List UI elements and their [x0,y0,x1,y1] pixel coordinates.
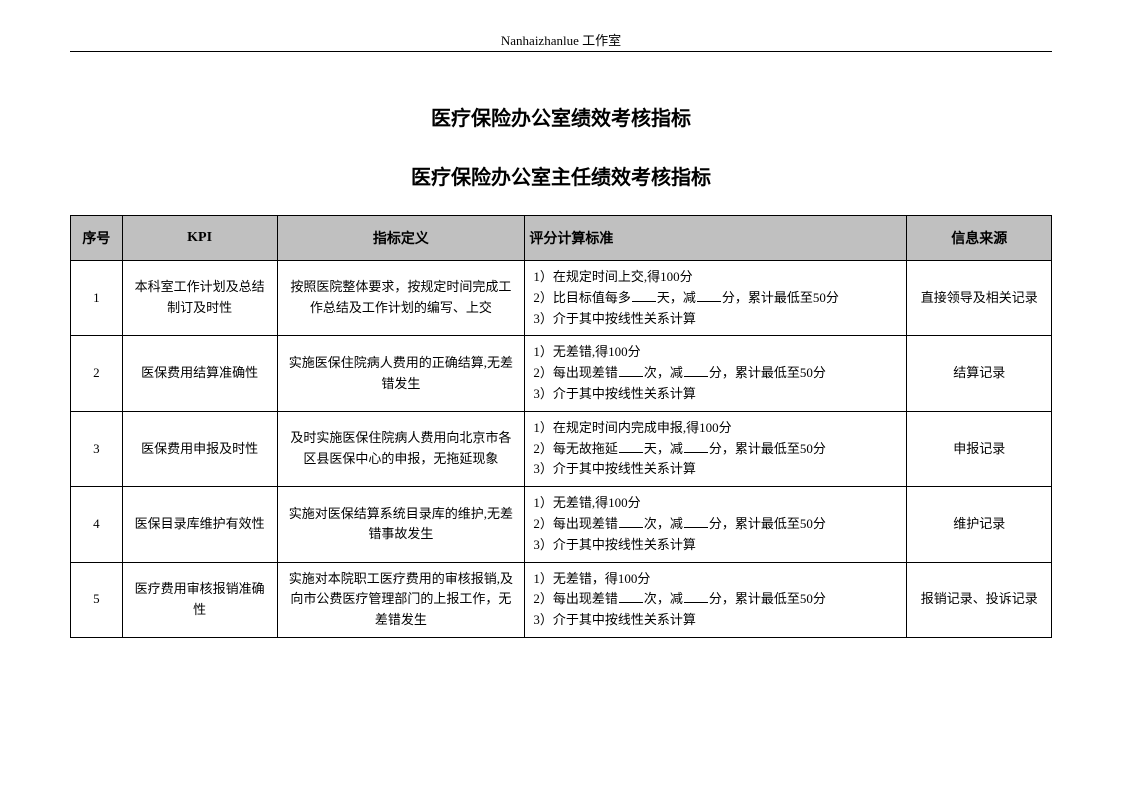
cell-seq: 4 [71,487,123,562]
col-header-def: 指标定义 [277,216,525,261]
cell-std: 1）在规定时间内完成申报,得100分2）每无故拖延天，减分，累计最低至50分3）… [525,411,907,486]
cell-src: 结算记录 [907,336,1052,411]
cell-kpi: 本科室工作计划及总结制订及时性 [122,261,277,336]
cell-std: 1）在规定时间上交,得100分2）比目标值每多天，减分，累计最低至50分3）介于… [525,261,907,336]
main-title: 医疗保险办公室绩效考核指标 [70,102,1052,131]
col-header-seq: 序号 [71,216,123,261]
table-row: 2医保费用结算准确性实施医保住院病人费用的正确结算,无差错发生1）无差错,得10… [71,336,1052,411]
table-row: 3医保费用申报及时性及时实施医保住院病人费用向北京市各区县医保中心的申报，无拖延… [71,411,1052,486]
col-header-src: 信息来源 [907,216,1052,261]
cell-std: 1）无差错,得100分2）每出现差错次，减分，累计最低至50分3）介于其中按线性… [525,336,907,411]
table-row: 4医保目录库维护有效性实施对医保结算系统目录库的维护,无差错事故发生1）无差错,… [71,487,1052,562]
table-row: 5医疗费用审核报销准确性实施对本院职工医疗费用的审核报销,及向市公费医疗管理部门… [71,562,1052,637]
cell-src: 维护记录 [907,487,1052,562]
table-header-row: 序号 KPI 指标定义 评分计算标准 信息来源 [71,216,1052,261]
cell-def: 及时实施医保住院病人费用向北京市各区县医保中心的申报，无拖延现象 [277,411,525,486]
cell-def: 按照医院整体要求，按规定时间完成工作总结及工作计划的编写、上交 [277,261,525,336]
cell-kpi: 医保费用结算准确性 [122,336,277,411]
table-row: 1本科室工作计划及总结制订及时性按照医院整体要求，按规定时间完成工作总结及工作计… [71,261,1052,336]
cell-kpi: 医疗费用审核报销准确性 [122,562,277,637]
page-header: Nanhaizhanlue 工作室 [70,30,1052,52]
col-header-std: 评分计算标准 [525,216,907,261]
table-body: 1本科室工作计划及总结制订及时性按照医院整体要求，按规定时间完成工作总结及工作计… [71,261,1052,638]
studio-name: Nanhaizhanlue 工作室 [501,33,621,48]
cell-seq: 5 [71,562,123,637]
cell-kpi: 医保费用申报及时性 [122,411,277,486]
cell-seq: 3 [71,411,123,486]
cell-std: 1）无差错，得100分2）每出现差错次，减分，累计最低至50分3）介于其中按线性… [525,562,907,637]
cell-seq: 1 [71,261,123,336]
kpi-table: 序号 KPI 指标定义 评分计算标准 信息来源 1本科室工作计划及总结制订及时性… [70,215,1052,638]
cell-src: 报销记录、投诉记录 [907,562,1052,637]
cell-src: 申报记录 [907,411,1052,486]
cell-src: 直接领导及相关记录 [907,261,1052,336]
sub-title: 医疗保险办公室主任绩效考核指标 [70,161,1052,190]
cell-def: 实施医保住院病人费用的正确结算,无差错发生 [277,336,525,411]
cell-seq: 2 [71,336,123,411]
cell-kpi: 医保目录库维护有效性 [122,487,277,562]
col-header-kpi: KPI [122,216,277,261]
cell-std: 1）无差错,得100分2）每出现差错次，减分，累计最低至50分3）介于其中按线性… [525,487,907,562]
cell-def: 实施对本院职工医疗费用的审核报销,及向市公费医疗管理部门的上报工作，无差错发生 [277,562,525,637]
cell-def: 实施对医保结算系统目录库的维护,无差错事故发生 [277,487,525,562]
